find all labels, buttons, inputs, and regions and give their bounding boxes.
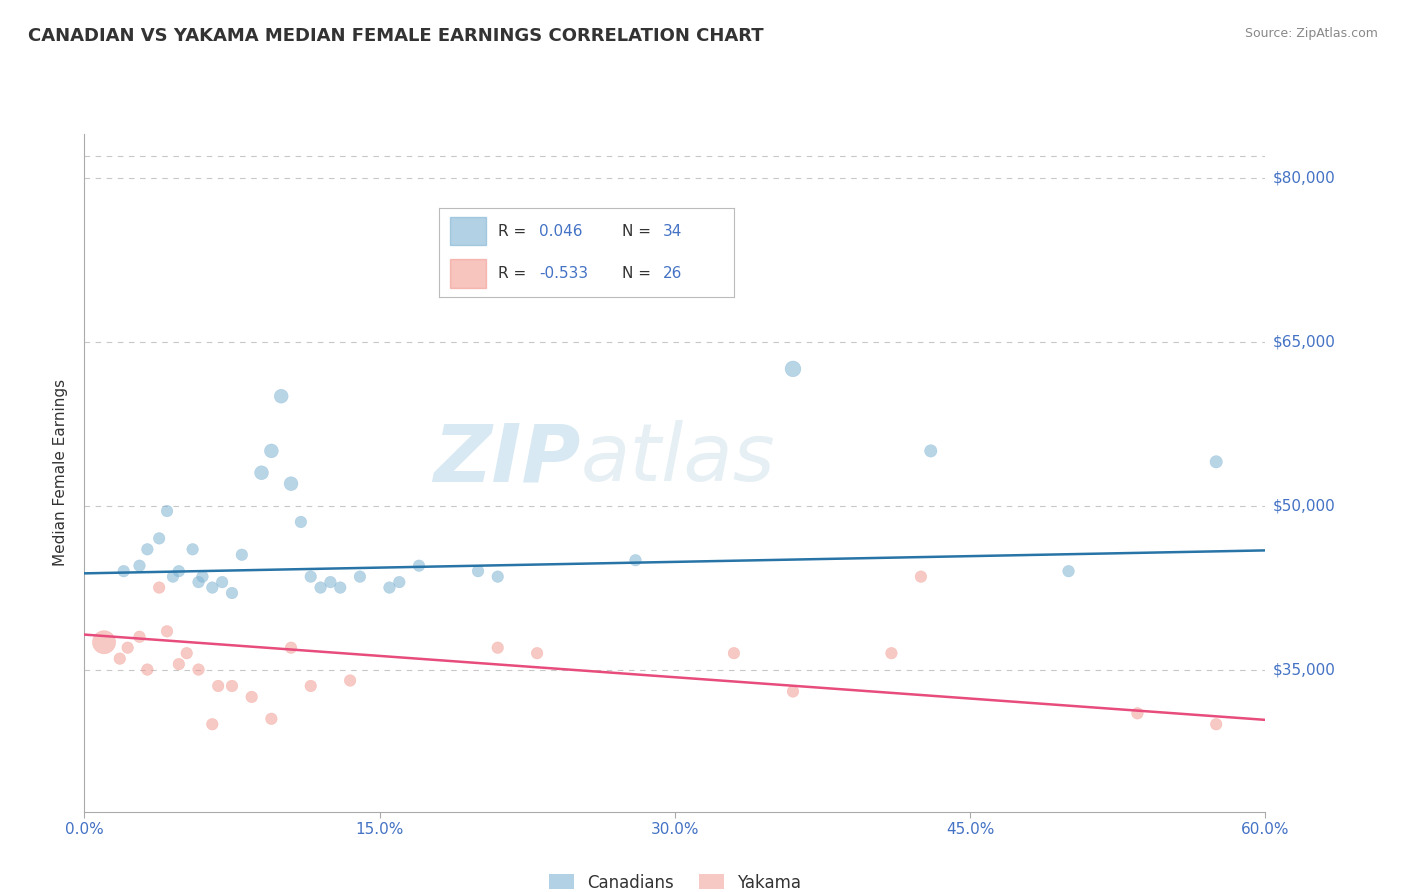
Point xyxy=(290,515,312,529)
Point xyxy=(309,581,332,595)
Point xyxy=(723,646,745,660)
Point xyxy=(156,504,179,518)
Point xyxy=(162,569,184,583)
Point xyxy=(1057,564,1080,578)
Point xyxy=(349,569,371,583)
Point xyxy=(920,443,942,458)
Point xyxy=(280,476,302,491)
Bar xyxy=(450,217,486,245)
Point xyxy=(910,569,932,583)
Point xyxy=(136,663,159,677)
Point xyxy=(156,624,179,639)
Point xyxy=(176,646,198,660)
Text: R =: R = xyxy=(498,266,531,281)
Point xyxy=(112,564,135,578)
Point xyxy=(108,651,131,665)
Text: $35,000: $35,000 xyxy=(1272,662,1336,677)
Text: 34: 34 xyxy=(664,224,682,239)
Point xyxy=(280,640,302,655)
Point xyxy=(211,575,233,590)
Text: 0.046: 0.046 xyxy=(538,224,582,239)
Point xyxy=(201,717,224,731)
Point xyxy=(167,564,190,578)
Point xyxy=(782,362,804,376)
Point xyxy=(1205,717,1227,731)
Text: -0.533: -0.533 xyxy=(538,266,588,281)
Text: Source: ZipAtlas.com: Source: ZipAtlas.com xyxy=(1244,27,1378,40)
Point xyxy=(231,548,253,562)
Point xyxy=(148,581,170,595)
Text: $50,000: $50,000 xyxy=(1272,498,1336,513)
Point xyxy=(128,558,150,573)
Point xyxy=(624,553,647,567)
Point xyxy=(467,564,489,578)
Point xyxy=(187,663,209,677)
Point xyxy=(148,532,170,546)
Point xyxy=(240,690,263,704)
Bar xyxy=(450,260,486,288)
Point xyxy=(167,657,190,672)
Text: R =: R = xyxy=(498,224,531,239)
Point xyxy=(93,635,115,649)
Text: $65,000: $65,000 xyxy=(1272,334,1336,349)
Point xyxy=(486,569,509,583)
Point xyxy=(782,684,804,698)
Point xyxy=(136,542,159,557)
Point xyxy=(181,542,204,557)
Point xyxy=(1126,706,1149,721)
Point xyxy=(117,640,139,655)
Point xyxy=(408,558,430,573)
Point xyxy=(260,443,283,458)
Point xyxy=(378,581,401,595)
Text: N =: N = xyxy=(621,266,655,281)
Y-axis label: Median Female Earnings: Median Female Earnings xyxy=(53,379,69,566)
Text: N =: N = xyxy=(621,224,655,239)
Point xyxy=(339,673,361,688)
Point xyxy=(187,575,209,590)
Point xyxy=(201,581,224,595)
Text: 26: 26 xyxy=(664,266,682,281)
Point xyxy=(221,586,243,600)
Legend: Canadians, Yakama: Canadians, Yakama xyxy=(548,873,801,891)
Point xyxy=(128,630,150,644)
Point xyxy=(299,679,322,693)
Point xyxy=(191,569,214,583)
Text: ZIP: ZIP xyxy=(433,420,581,499)
Point xyxy=(486,640,509,655)
Point xyxy=(260,712,283,726)
Point xyxy=(270,389,292,403)
Point xyxy=(299,569,322,583)
Point xyxy=(319,575,342,590)
Text: $80,000: $80,000 xyxy=(1272,170,1336,185)
Point xyxy=(329,581,352,595)
Point xyxy=(207,679,229,693)
Point xyxy=(250,466,273,480)
Text: CANADIAN VS YAKAMA MEDIAN FEMALE EARNINGS CORRELATION CHART: CANADIAN VS YAKAMA MEDIAN FEMALE EARNING… xyxy=(28,27,763,45)
Point xyxy=(1205,455,1227,469)
Point xyxy=(880,646,903,660)
Text: atlas: atlas xyxy=(581,420,775,499)
Point xyxy=(388,575,411,590)
Point xyxy=(526,646,548,660)
Point xyxy=(221,679,243,693)
